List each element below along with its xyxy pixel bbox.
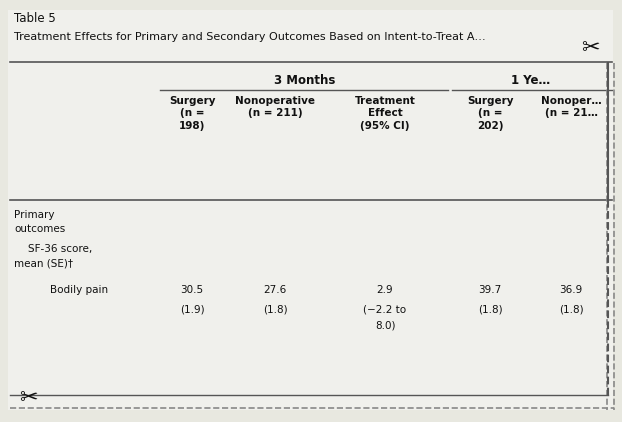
Text: 1 Ye…: 1 Ye… [511, 74, 550, 87]
Text: Bodily pain: Bodily pain [50, 285, 108, 295]
Text: 39.7: 39.7 [478, 285, 501, 295]
Text: ✂: ✂ [19, 388, 37, 408]
Text: 3 Months: 3 Months [274, 74, 336, 87]
Text: 2.9: 2.9 [377, 285, 393, 295]
Text: Surgery
(n =
202): Surgery (n = 202) [466, 96, 513, 131]
Text: (1.8): (1.8) [559, 305, 583, 315]
Text: (1.8): (1.8) [478, 305, 503, 315]
Text: 27.6: 27.6 [263, 285, 287, 295]
Text: Table 5: Table 5 [14, 12, 56, 25]
Text: 8.0): 8.0) [374, 320, 395, 330]
Text: Treatment
Effect
(95% CI): Treatment Effect (95% CI) [355, 96, 415, 131]
Text: Nonoper…
(n = 21…: Nonoper… (n = 21… [541, 96, 601, 119]
Text: 36.9: 36.9 [559, 285, 583, 295]
Text: Nonoperative
(n = 211): Nonoperative (n = 211) [235, 96, 315, 119]
Text: Surgery
(n =
198): Surgery (n = 198) [169, 96, 215, 131]
Text: (1.8): (1.8) [262, 305, 287, 315]
Text: Primary: Primary [14, 210, 55, 220]
Text: ✂: ✂ [581, 38, 600, 58]
Text: (−2.2 to: (−2.2 to [363, 305, 407, 315]
Text: 30.5: 30.5 [180, 285, 203, 295]
Text: SF-36 score,: SF-36 score, [28, 244, 92, 254]
Text: (1.9): (1.9) [180, 305, 204, 315]
Text: Treatment Effects for Primary and Secondary Outcomes Based on Intent-to-Treat A…: Treatment Effects for Primary and Second… [14, 32, 486, 42]
Text: outcomes: outcomes [14, 224, 65, 234]
Text: mean (SE)†: mean (SE)† [14, 258, 73, 268]
